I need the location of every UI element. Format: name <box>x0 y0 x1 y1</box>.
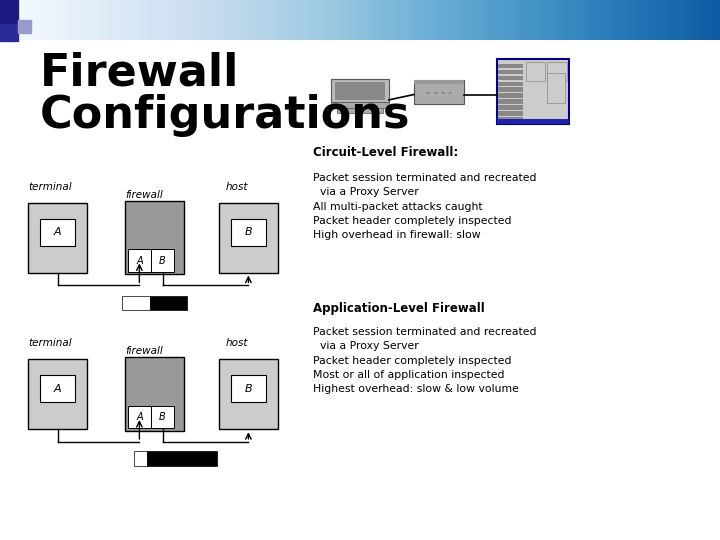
Bar <box>219 359 278 429</box>
Bar <box>498 87 523 92</box>
Bar <box>498 111 523 116</box>
Bar <box>331 102 389 108</box>
Bar <box>18 20 31 33</box>
Text: terminal: terminal <box>28 181 72 192</box>
Text: Packet session terminated and recreated
  via a Proxy Server
Packet header compl: Packet session terminated and recreated … <box>313 327 536 394</box>
Bar <box>150 296 187 309</box>
Bar <box>498 105 523 110</box>
Bar <box>151 249 174 272</box>
Bar <box>337 108 383 113</box>
Text: A: A <box>54 227 61 237</box>
Bar <box>125 201 184 274</box>
Text: B: B <box>245 384 252 394</box>
Text: B: B <box>245 227 252 237</box>
Bar <box>498 117 523 122</box>
Text: A: A <box>54 384 61 394</box>
Bar <box>134 451 148 466</box>
Text: Packet session terminated and recreated
  via a Proxy Server
All multi-packet at: Packet session terminated and recreated … <box>313 173 536 240</box>
Bar <box>28 202 87 273</box>
Text: host: host <box>226 338 248 348</box>
Bar <box>547 73 565 103</box>
Bar <box>498 99 523 104</box>
Bar <box>498 76 523 80</box>
Bar <box>526 62 545 81</box>
Bar <box>547 62 567 81</box>
Text: Firewall
Configurations: Firewall Configurations <box>40 51 410 137</box>
Bar <box>0 24 18 40</box>
Bar <box>497 59 569 124</box>
Bar <box>0 0 18 24</box>
Text: Application-Level Firewall: Application-Level Firewall <box>313 302 485 315</box>
Bar <box>148 451 217 466</box>
Bar <box>497 119 569 124</box>
Bar <box>125 357 184 431</box>
Text: A: A <box>136 255 143 266</box>
Bar <box>128 406 150 428</box>
Bar <box>335 82 385 100</box>
Bar <box>122 296 150 309</box>
Text: A: A <box>136 412 143 422</box>
FancyBboxPatch shape <box>331 79 389 102</box>
Bar <box>498 82 523 86</box>
Text: terminal: terminal <box>28 338 72 348</box>
Bar <box>230 375 266 402</box>
Bar <box>498 70 523 74</box>
FancyBboxPatch shape <box>414 79 464 104</box>
Text: firewall: firewall <box>125 190 163 200</box>
Bar <box>230 219 266 246</box>
Bar <box>40 375 76 402</box>
Text: n: n <box>449 91 451 95</box>
Text: host: host <box>226 181 248 192</box>
Text: Circuit-Level Firewall:: Circuit-Level Firewall: <box>313 146 459 159</box>
Bar <box>128 249 150 272</box>
Bar <box>40 219 76 246</box>
Bar <box>151 406 174 428</box>
Text: B: B <box>159 255 166 266</box>
Bar <box>498 93 523 98</box>
Bar <box>498 64 523 68</box>
Text: n: n <box>441 91 444 95</box>
Text: n: n <box>427 91 430 95</box>
Text: firewall: firewall <box>125 346 163 356</box>
Bar <box>414 80 464 84</box>
Text: B: B <box>159 412 166 422</box>
Bar <box>28 359 87 429</box>
Text: n: n <box>434 91 437 95</box>
Bar <box>219 202 278 273</box>
